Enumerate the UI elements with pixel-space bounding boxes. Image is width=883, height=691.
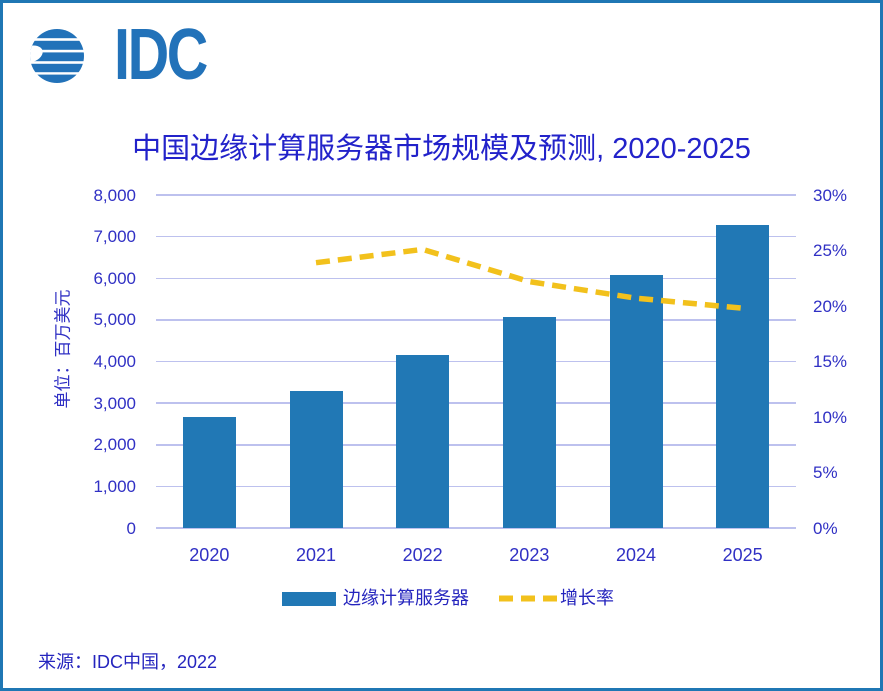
gridline: [156, 319, 796, 321]
right-tick-0pct: 0%: [813, 518, 838, 538]
x-tick-2020: 2020: [189, 545, 230, 565]
bar-2025: [716, 224, 770, 528]
legend-line-label: 增长率: [560, 588, 614, 608]
chart-title: 中国边缘计算服务器市场规模及预测, 2020-2025: [132, 133, 751, 165]
x-tick-2025: 2025: [722, 545, 763, 565]
idc-logo-text: IDC: [114, 15, 208, 95]
bar-2021: [289, 390, 343, 528]
x-tick-2021: 2021: [295, 545, 336, 565]
right-tick-15pct: 15%: [813, 352, 848, 371]
gridline: [156, 235, 796, 238]
left-tick-5000: 5,000: [93, 310, 136, 330]
gridline: [156, 527, 796, 529]
left-tick-7000: 7,000: [93, 227, 136, 247]
right-tick-5pct: 5%: [813, 463, 838, 482]
idc-globe-icon: [30, 29, 84, 83]
left-tick-6000: 6,000: [93, 268, 136, 288]
gridline: [156, 194, 796, 196]
bar-2023: [502, 317, 556, 528]
right-tick-30pct: 30%: [813, 185, 848, 205]
legend-bar-label: 边缘计算服务器: [343, 588, 469, 608]
left-axis-title: 单位：百万美元: [53, 289, 73, 409]
left-tick-0: 0: [126, 518, 136, 538]
left-tick-4000: 4,000: [93, 352, 136, 371]
bar-2020: [182, 417, 236, 528]
right-tick-20pct: 20%: [813, 296, 848, 316]
legend-line-swatch: [499, 595, 557, 602]
gridline: [156, 360, 796, 363]
x-tick-2024: 2024: [615, 545, 656, 565]
x-tick-2022: 2022: [402, 545, 443, 565]
x-tick-2023: 2023: [509, 545, 550, 565]
left-tick-8000: 8,000: [93, 185, 136, 205]
bar-2022: [396, 355, 450, 528]
left-tick-2000: 2,000: [93, 435, 136, 455]
plot-area: [156, 194, 796, 529]
bar-2024: [609, 274, 663, 528]
right-tick-10pct: 10%: [813, 407, 848, 427]
left-tick-3000: 3,000: [93, 393, 136, 413]
gridline: [156, 485, 796, 488]
growth-rate-polyline: [315, 246, 743, 311]
gridline: [156, 277, 796, 279]
legend-bar-swatch: [282, 592, 336, 606]
right-tick-25pct: 25%: [813, 241, 848, 260]
left-tick-1000: 1,000: [93, 476, 136, 496]
growth-rate-line: [315, 246, 743, 311]
source-note: 来源：IDC中国，2022: [38, 652, 218, 672]
gridline: [156, 402, 796, 404]
gridline: [156, 444, 796, 446]
